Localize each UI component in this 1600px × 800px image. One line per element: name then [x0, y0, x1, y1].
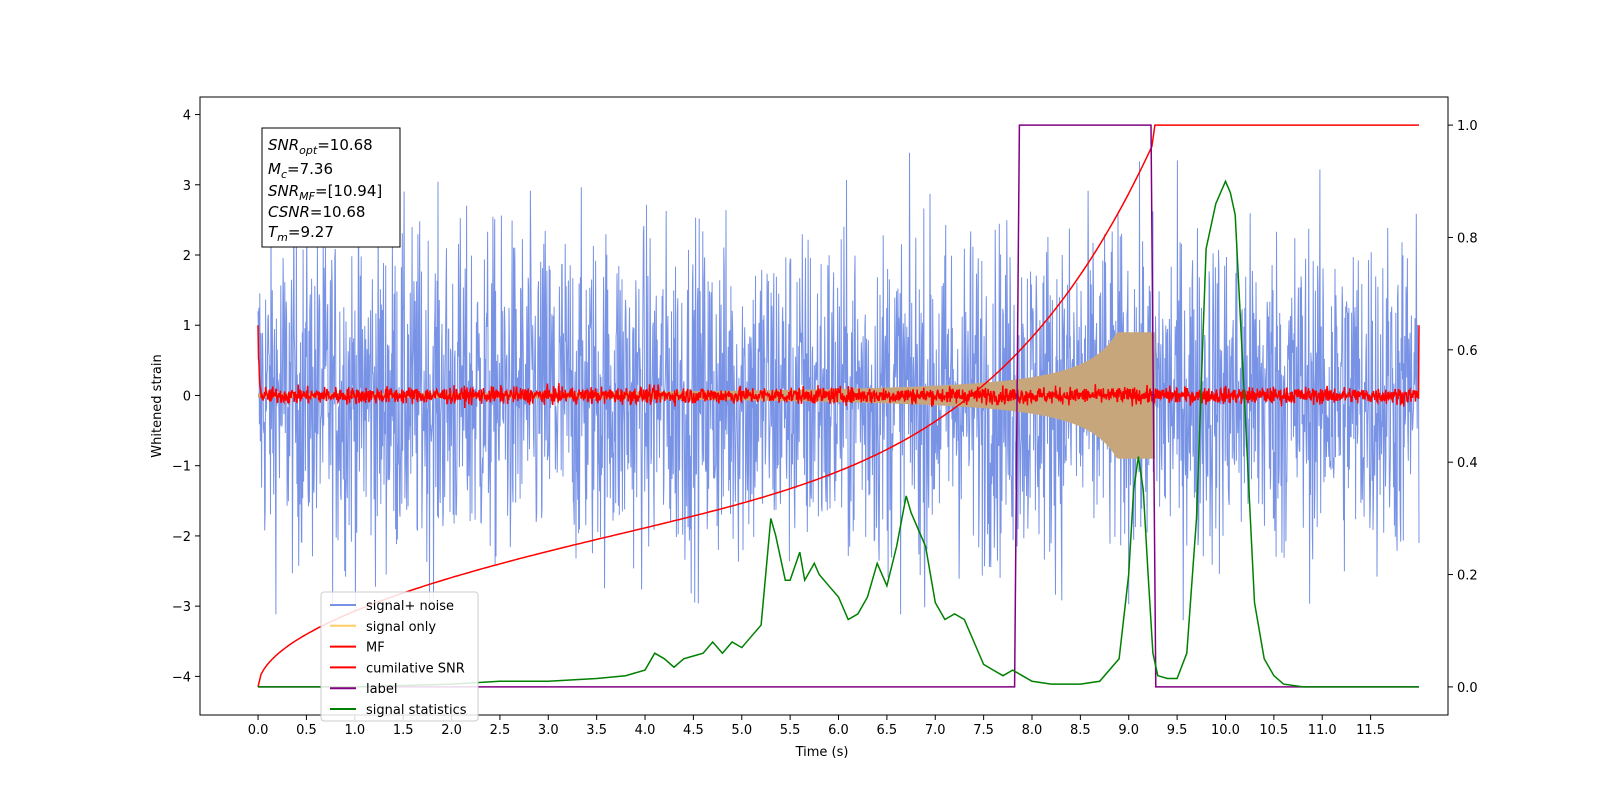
info-csnr: CSNR=10.68	[268, 203, 365, 221]
legend-label-signal-noise: signal+ noise	[366, 599, 454, 614]
x-tick-label: 5.0	[731, 723, 752, 738]
legend-label-cumilative-snr: cumilative SNR	[366, 661, 465, 676]
x-tick-label: 8.5	[1070, 723, 1091, 738]
y-axis-label: Whitened strain	[150, 354, 165, 457]
x-axis: 0.0 0.5 1.0 1.5 2.0 2.5 3.0 3.5 4.0 4.5 5.0 5.5 6.0 6…	[248, 715, 1385, 738]
y-tick-label: −3	[172, 600, 191, 615]
x-tick-label: 7.0	[925, 723, 946, 738]
x-tick-label: 5.5	[780, 723, 801, 738]
x-tick-label: 11.5	[1356, 723, 1385, 738]
info-snr-opt-value: =10.68	[317, 136, 373, 154]
y2-tick-label: 0.4	[1457, 456, 1478, 471]
x-tick-label: 4.5	[683, 723, 704, 738]
x-tick-label: 0.0	[248, 723, 269, 738]
y-tick-label: 4	[183, 109, 191, 124]
legend-label-label: label	[366, 682, 397, 697]
legend-frame	[320, 591, 479, 722]
x-tick-label: 10.5	[1259, 723, 1288, 738]
y-tick-label: −2	[172, 530, 191, 545]
y2-tick-label: 0.2	[1457, 569, 1478, 584]
y2-tick-label: 1.0	[1457, 119, 1478, 134]
info-box-frame	[261, 127, 401, 248]
x-tick-label: 6.0	[828, 723, 849, 738]
x-tick-label: 2.0	[441, 723, 462, 738]
x-tick-label: 3.5	[586, 723, 607, 738]
x-tick-label: 0.5	[296, 723, 317, 738]
x-tick-label: 6.5	[877, 723, 898, 738]
x-tick-label: 9.0	[1118, 723, 1139, 738]
x-tick-label: 1.5	[393, 723, 414, 738]
legend-label-signal-only: signal only	[366, 620, 436, 635]
axes-frame	[199, 96, 1449, 716]
y-tick-label: −4	[172, 670, 191, 685]
x-tick-label: 3.0	[538, 723, 559, 738]
legend-label-signal-statistics: signal statistics	[366, 703, 467, 718]
info-snr-mf-value: =[10.94]	[315, 182, 382, 200]
y2-tick-label: 0.8	[1457, 231, 1478, 246]
series-label	[258, 124, 1419, 688]
legend-label-mf: MF	[366, 641, 385, 656]
info-snr-mf: SNRMF=[10.94]	[268, 182, 382, 203]
y-axis-left: 4 3 2 1 0 −1 −2 −3 −4	[172, 109, 200, 685]
x-tick-label: 7.5	[973, 723, 994, 738]
y-tick-label: 0	[183, 389, 191, 404]
plot-area	[257, 124, 1420, 688]
y-tick-label: 2	[183, 249, 191, 264]
x-tick-label: 9.5	[1167, 723, 1188, 738]
x-axis-label: Time (s)	[795, 745, 849, 760]
legend: signal+ noise signal only MF cumilative SNR…	[320, 591, 479, 722]
info-tm: Tm=9.27	[268, 223, 334, 244]
series-signal-statistics	[258, 179, 1419, 688]
info-box: SNRopt=10.68 Mc=7.36 SNRMF=[10.94] CSNR=…	[261, 127, 401, 248]
x-tick-label: 4.0	[635, 723, 656, 738]
x-tick-label: 2.5	[490, 723, 511, 738]
series-mf	[257, 325, 1420, 409]
y2-tick-label: 0.0	[1457, 681, 1478, 696]
info-snr-opt: SNRopt=10.68	[268, 136, 373, 157]
info-csnr-value: =10.68	[310, 203, 366, 221]
x-tick-label: 1.0	[344, 723, 365, 738]
x-tick-label: 11.0	[1308, 723, 1337, 738]
info-mc: Mc=7.36	[268, 160, 333, 181]
info-mc-value: =7.36	[287, 160, 333, 178]
series-layer	[257, 124, 1420, 688]
y-tick-label: −1	[172, 460, 191, 475]
y-tick-label: 3	[183, 179, 191, 194]
x-tick-label: 8.0	[1022, 723, 1043, 738]
x-tick-label: 10.0	[1211, 723, 1240, 738]
series-cumilative-snr	[257, 124, 1419, 688]
y-axis-right: 1.0 0.8 0.6 0.4 0.2 0.0	[1448, 119, 1478, 696]
info-tm-value: =9.27	[288, 223, 334, 241]
y2-tick-label: 0.6	[1457, 344, 1478, 359]
y-tick-label: 1	[183, 319, 191, 334]
